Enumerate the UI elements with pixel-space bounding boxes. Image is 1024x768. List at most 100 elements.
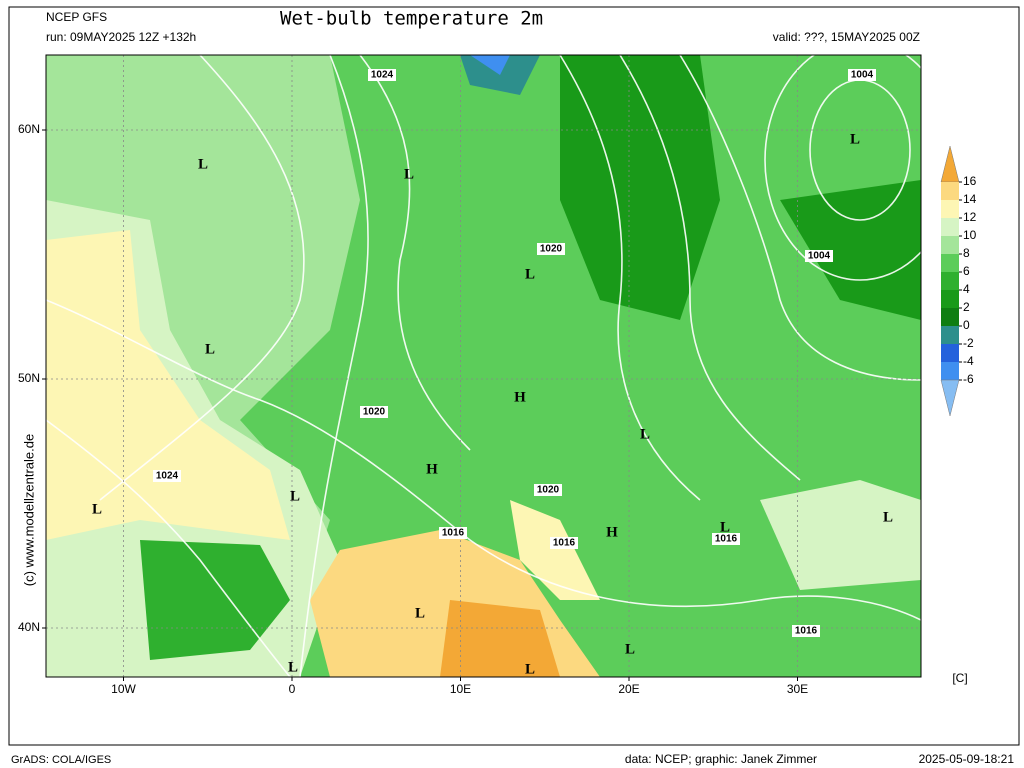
- colorbar-tick-label: 2: [963, 300, 970, 314]
- colorbar-box: [941, 308, 959, 326]
- colorbar-tick-label: 14: [963, 192, 977, 206]
- colorbar-box: [941, 326, 959, 344]
- field-mild: [760, 480, 921, 590]
- colorbar-tick-label: 16: [963, 174, 977, 188]
- lon-label: 0: [289, 682, 296, 696]
- colorbar-box: [941, 290, 959, 308]
- pressure-center: L: [198, 156, 208, 172]
- field-warm: [510, 500, 600, 600]
- isobar: [99, 55, 305, 501]
- field-cold: [470, 55, 510, 75]
- map-border: [45, 54, 922, 678]
- isobar: [359, 55, 471, 451]
- pressure-label-bg: [439, 527, 467, 539]
- colorbar-tick-label: -4: [963, 354, 974, 368]
- pressure-label: 1020: [540, 244, 563, 255]
- colorbar-unit: [C]: [952, 671, 967, 685]
- pressure-label-bg: [550, 537, 578, 549]
- colorbar-box: [941, 182, 959, 200]
- run-info: run: 09MAY2025 12Z +132h: [46, 30, 196, 44]
- pressure-center: L: [415, 605, 425, 621]
- isobar: [764, 55, 921, 281]
- pressure-label: 1016: [715, 534, 738, 545]
- colorbar-box: [941, 254, 959, 272]
- map-labels: 60N 50N 40N 10W 0 10E 20E 30E 1024 1004 1020 1004 10…: [18, 69, 893, 696]
- isobar: [679, 55, 921, 381]
- colorbar-box: [941, 200, 959, 218]
- pressure-label-bg: [360, 406, 388, 418]
- lat-label: 60N: [18, 122, 40, 136]
- frame: [8, 6, 1020, 746]
- pressure-center: H: [606, 524, 618, 540]
- pressure-center: L: [720, 519, 730, 535]
- pressure-center: L: [404, 166, 414, 182]
- graticule: [46, 55, 921, 677]
- colorbar-box: [941, 236, 959, 254]
- pressure-center: L: [288, 659, 298, 675]
- pressure-center: L: [525, 266, 535, 282]
- colorbar-cap: [940, 145, 960, 183]
- pressure-label: 1020: [537, 485, 560, 496]
- pressure-label: 1004: [808, 251, 831, 262]
- colorbar-box: [941, 218, 959, 236]
- pressure-center: H: [514, 389, 526, 405]
- isobar: [559, 55, 701, 501]
- colorbar-box: [941, 344, 959, 362]
- watermark: (c) www.modellzentrale.de: [21, 434, 36, 586]
- pressure-label-bg: [848, 69, 876, 81]
- colorbar-box: [941, 362, 959, 380]
- pressure-label: 1016: [442, 528, 465, 539]
- lon-label: 10E: [450, 682, 471, 696]
- colorbar-tick-label: 6: [963, 264, 970, 278]
- colorbar-tick-label: -6: [963, 372, 974, 386]
- pressure-label-bg: [534, 484, 562, 496]
- field-warm: [46, 230, 290, 540]
- valid-info: valid: ???, 15MAY2025 00Z: [773, 30, 920, 44]
- field-hot: [440, 600, 560, 677]
- pressure-center: L: [625, 641, 635, 657]
- pressure-label: 1004: [851, 70, 874, 81]
- isobar: [619, 55, 801, 481]
- pressure-center: L: [850, 131, 860, 147]
- pressure-label-bg: [805, 250, 833, 262]
- colorbar-tick-label: -2: [963, 336, 974, 350]
- pressure-label: 1024: [371, 70, 394, 81]
- colorbar-tick-label: 4: [963, 282, 970, 296]
- field-cool: [560, 55, 720, 320]
- colorbar-tick-label: 8: [963, 246, 970, 260]
- pressure-center: L: [525, 661, 535, 677]
- pressure-label: 1024: [156, 471, 179, 482]
- map-field: [46, 55, 921, 677]
- pressure-center: L: [290, 488, 300, 504]
- lat-label: 50N: [18, 371, 40, 385]
- colorbar-box: [941, 272, 959, 290]
- pressure-label: 1020: [363, 407, 386, 418]
- isobar: [46, 419, 291, 677]
- pressure-label-bg: [537, 243, 565, 255]
- lon-label: 10W: [111, 682, 136, 696]
- pressure-label-bg: [712, 533, 740, 545]
- isobar: [46, 299, 921, 621]
- pressure-label-bg: [368, 69, 396, 81]
- lon-label: 30E: [787, 682, 808, 696]
- footer-timestamp: 2025-05-09-18:21: [919, 752, 1015, 766]
- colorbar-tick-label: 0: [963, 318, 970, 332]
- pressure-center: L: [205, 341, 215, 357]
- colorbar: 16 14 12 10 8 6 4 2 0 -2 -4 -6: [940, 145, 977, 417]
- lon-label: 20E: [618, 682, 639, 696]
- map-title: Wet-bulb temperature 2m: [280, 8, 543, 30]
- pressure-label: 1016: [553, 538, 576, 549]
- pressure-center: L: [92, 501, 102, 517]
- model-name: NCEP GFS: [46, 10, 107, 24]
- lat-label: 40N: [18, 620, 40, 634]
- pressure-label-bg: [153, 470, 181, 482]
- field-cool: [780, 180, 921, 320]
- pressure-center: H: [426, 461, 438, 477]
- colorbar-tick-label: 10: [963, 228, 977, 242]
- isobar: [299, 55, 369, 677]
- pressure-label: 1016: [795, 626, 818, 637]
- pressure-center: L: [883, 509, 893, 525]
- colorbar-tick-label: 12: [963, 210, 977, 224]
- colorbar-cap: [940, 379, 960, 417]
